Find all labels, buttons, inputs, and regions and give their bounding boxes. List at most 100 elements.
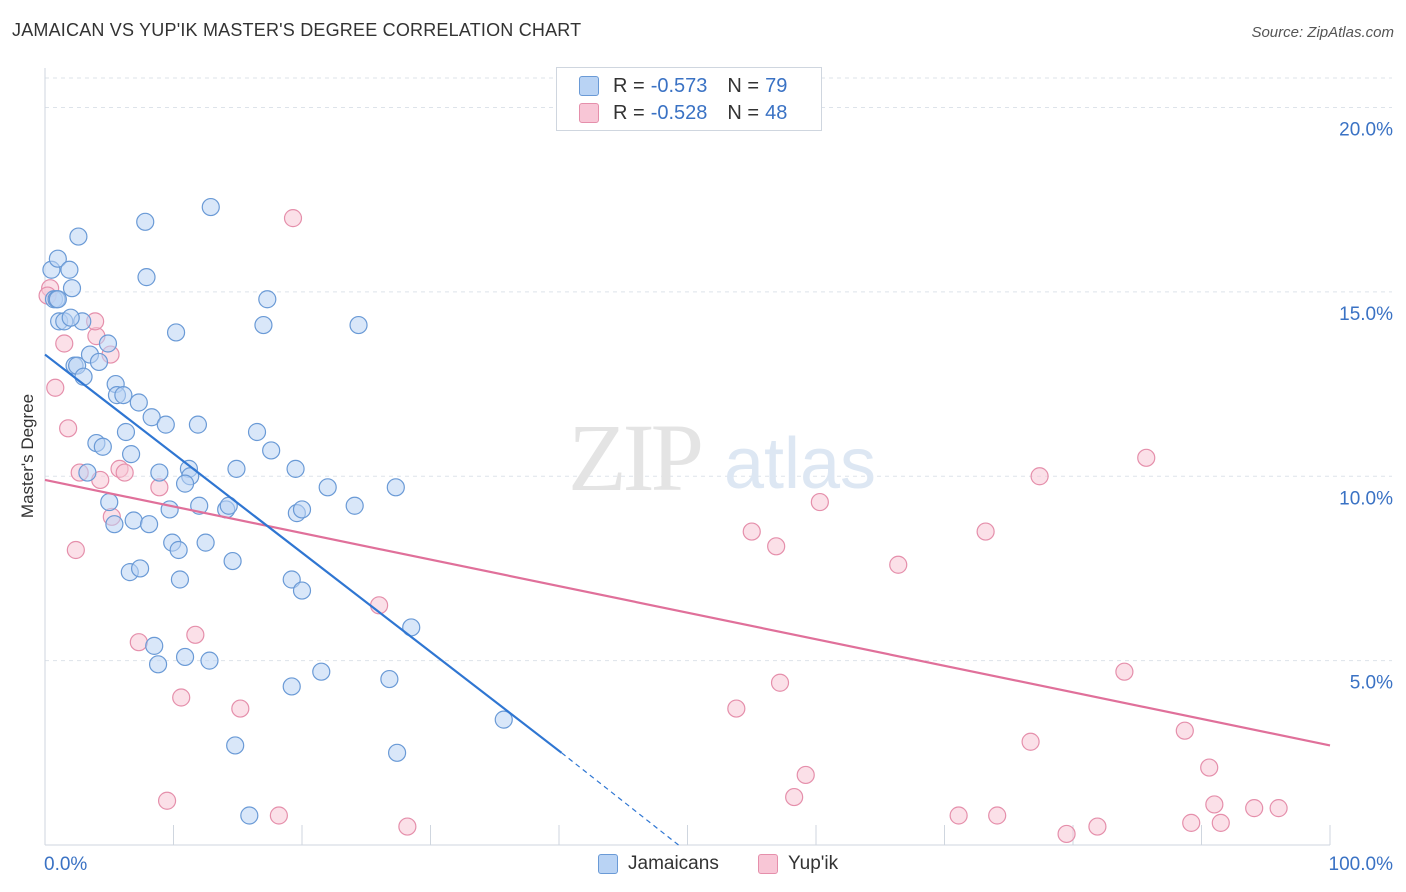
jamaicans-point [201, 197, 220, 217]
series-swatch-yupik [758, 854, 778, 874]
watermark-zip: ZIP [568, 404, 701, 511]
yupik-point [785, 787, 804, 807]
jamaicans-point [226, 736, 245, 755]
source-label: Source: ZipAtlas.com [1251, 24, 1394, 41]
stats-legend: R = -0.573 N = 79 R = -0.528 N = 48 [556, 67, 822, 131]
jamaicans-point [129, 393, 148, 412]
legend-n-value: 48 [765, 101, 788, 124]
legend-row-jamaicans: R = -0.573 N = 79 [579, 72, 787, 100]
jamaicans-point [170, 570, 190, 589]
jamaicans-point [48, 249, 67, 268]
x-tick-label: 0.0% [44, 854, 87, 875]
jamaicans-point [200, 651, 219, 670]
jamaicans-point [196, 533, 215, 552]
yupik-point [231, 699, 250, 718]
watermark-atlas: atlas [724, 424, 876, 504]
yupik-point [1245, 799, 1264, 818]
jamaicans-point [387, 743, 407, 762]
jamaicans-point [166, 323, 186, 342]
jamaicans-trend-extension [561, 752, 679, 846]
yupik-point [889, 555, 908, 574]
jamaicans-point [258, 290, 277, 309]
grid-lines [45, 77, 1392, 662]
jamaicans-point [130, 559, 150, 578]
axes [44, 68, 1331, 846]
jamaicans-point [286, 459, 305, 478]
yupik-point [796, 765, 815, 785]
jamaicans-point [345, 496, 364, 515]
yupik-point [398, 817, 417, 836]
y-tick-label: 5.0% [1350, 673, 1393, 694]
jamaicans-point [69, 227, 88, 246]
jamaicans-point [93, 437, 112, 456]
legend-r-label: R = [613, 101, 645, 124]
yupik-point [1088, 817, 1107, 836]
jamaicans-point [318, 478, 337, 497]
jamaicans-point [292, 581, 312, 600]
jamaicans-point [349, 315, 368, 335]
series-label-jamaicans: Jamaicans [628, 853, 719, 874]
jamaicans-point [254, 315, 273, 335]
jamaicans-point [227, 459, 246, 478]
yupik-point [810, 492, 829, 512]
y-tick-label: 20.0% [1339, 120, 1393, 141]
jamaicans-point [169, 540, 188, 560]
jamaicans-point [116, 422, 136, 442]
yupik-point [727, 699, 746, 718]
watermark: ZIP atlas [568, 404, 876, 511]
yupik-point [767, 537, 786, 556]
legend-r-label: R = [613, 74, 645, 97]
yupik-point [172, 688, 191, 707]
jamaicans-point [282, 677, 301, 696]
series-legend-yupik: Yup'ik [758, 850, 838, 878]
jamaicans-point [98, 334, 118, 353]
x-tick-label: 100.0% [1329, 854, 1394, 875]
jamaicans-point [150, 463, 169, 482]
jamaicans-point [124, 511, 143, 530]
jamaicans-point [78, 463, 97, 482]
jamaicans-points [42, 197, 513, 825]
legend-n-label: N = [727, 101, 760, 124]
yupik-point [1211, 813, 1230, 832]
jamaicans-point [386, 478, 405, 497]
jamaicans-point [137, 268, 156, 287]
yupik-point [1182, 813, 1201, 832]
yupik-point [1175, 721, 1194, 740]
jamaicans-point [145, 636, 164, 655]
yupik-point [186, 625, 205, 644]
yupik-trend-line [44, 478, 1331, 747]
jamaicans-point [312, 662, 331, 681]
jamaicans-point [156, 415, 175, 434]
trend-lines [44, 353, 1331, 846]
tick-labels: 5.0% 10.0% 15.0% 20.0% 0.0% 100.0% [44, 120, 1393, 876]
legend-swatch-yupik [579, 103, 599, 123]
jamaicans-point [61, 308, 80, 327]
jamaicans-point [136, 212, 155, 231]
yupik-point [46, 378, 65, 397]
yupik-point [1269, 799, 1288, 818]
jamaicans-point [262, 441, 281, 460]
yupik-point [988, 806, 1007, 825]
series-label-yupik: Yup'ik [788, 853, 839, 874]
jamaicans-point [223, 551, 242, 571]
yupik-point [1057, 824, 1076, 844]
legend-r-value: -0.528 [650, 101, 708, 124]
jamaicans-point [240, 806, 259, 825]
yupik-point [269, 806, 288, 825]
yupik-points [38, 209, 1288, 844]
legend-n-label: N = [727, 74, 760, 97]
yupik-point [770, 673, 790, 692]
yupik-point [59, 419, 78, 438]
chart-title: JAMAICAN VS YUP'IK MASTER'S DEGREE CORRE… [12, 20, 582, 40]
yupik-point [283, 209, 303, 228]
jamaicans-point [380, 669, 399, 689]
jamaicans-point [175, 474, 195, 493]
jamaicans-point [105, 515, 124, 534]
jamaicans-point [62, 279, 82, 298]
jamaicans-point [114, 386, 133, 405]
jamaicans-point [48, 290, 67, 309]
jamaicans-point [121, 445, 141, 464]
jamaicans-trend-line [44, 353, 563, 754]
yupik-point [1205, 795, 1224, 814]
yupik-point [1021, 732, 1040, 751]
